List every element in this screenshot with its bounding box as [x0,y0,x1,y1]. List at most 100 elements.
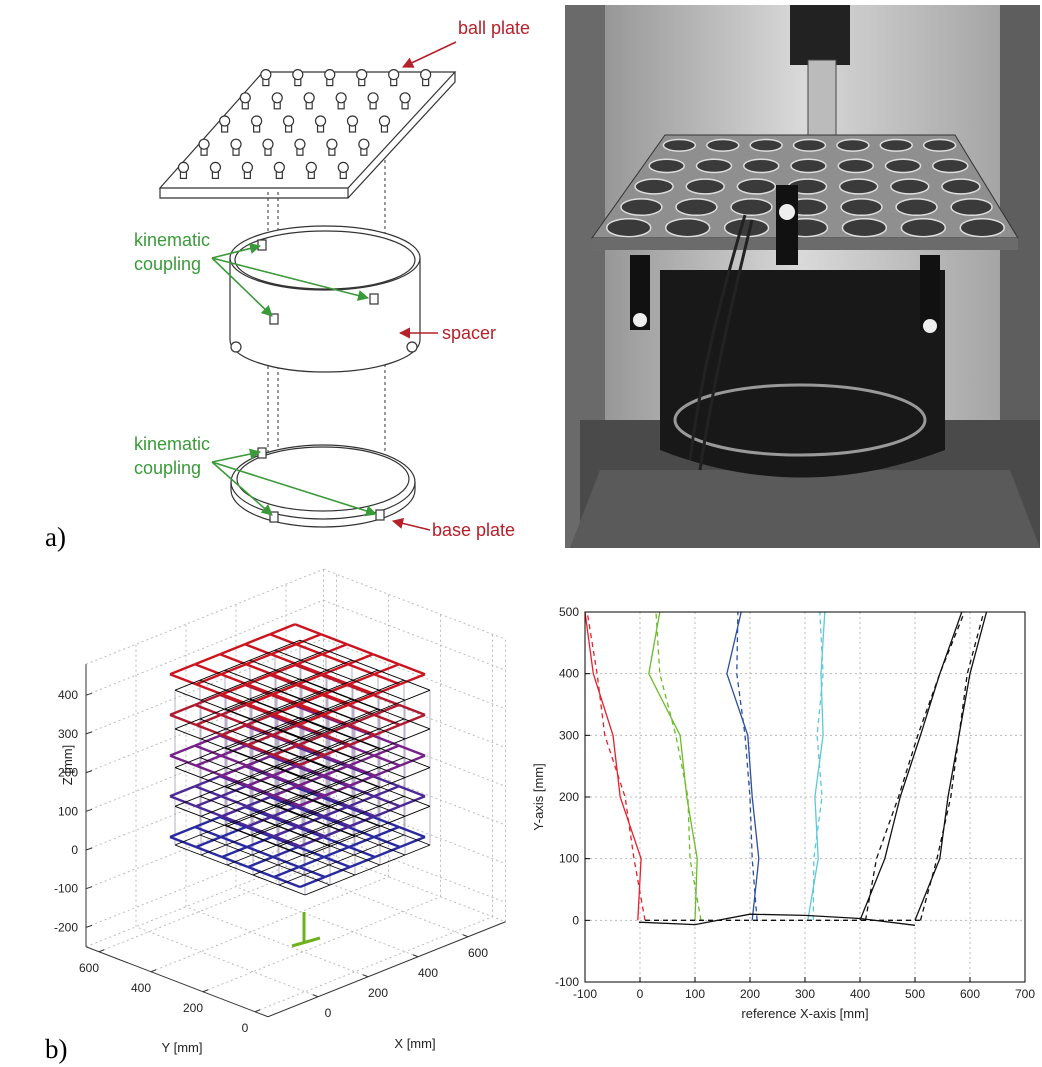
deformed-grid [245,663,273,676]
nominal-grid [278,768,306,780]
deformed-grid [273,703,300,716]
nominal-grid [276,718,303,730]
schematic [158,68,457,528]
nominal-grid [301,679,329,691]
tick-mark [85,847,93,851]
bracket [630,255,650,330]
deformed-grid [296,653,323,666]
ball [388,68,400,81]
arrow [211,461,273,516]
x-tick-label: -100 [573,987,597,1001]
nominal-grid [278,729,306,741]
deformed-grid [322,713,350,727]
deformed-grid [220,673,248,686]
nominal-grid [174,795,201,807]
deformed-grid [271,754,299,767]
deformed-grid [322,754,350,767]
deformed-grid [169,713,197,727]
nominal-grid [249,814,277,826]
deformed-grid [195,835,222,849]
nominal-grid [252,825,279,837]
annotation: coupling [134,254,201,274]
arrow [211,461,378,517]
cable [688,214,754,471]
z-tick-label: 100 [58,804,78,818]
deformed-grid [169,785,196,798]
hole [723,217,770,238]
nominal-grid [304,884,331,896]
nominal-grid [225,805,253,817]
arrow [401,41,457,68]
nominal-grid [302,815,330,827]
nominal-grid [252,874,280,886]
deformed-grid [219,734,247,747]
deformed-grid [347,653,374,666]
nominal-grid [252,835,280,847]
x-axis [267,921,506,1018]
nominal-grid [275,814,302,826]
nominal-grid [404,767,431,779]
z-tick-label: -100 [54,882,78,896]
nominal-grid [251,689,278,701]
nominal-grid [174,767,202,779]
nominal-grid [379,699,406,711]
arrow [211,257,273,317]
series-line [648,611,698,921]
deformed-grid [221,693,249,706]
y-tick-label: 200 [183,1001,203,1015]
deformed-grid [221,845,248,859]
nominal-grid [300,659,328,671]
nominal-grid [274,755,301,767]
nominal-grid [200,689,227,701]
nominal-grid [325,727,353,739]
nominal-grid [404,689,431,701]
z-axis-label: Z [mm] [60,745,75,785]
deformed-grid [273,743,300,757]
nominal-grid [378,679,405,691]
ball [198,138,210,150]
nominal-grid [303,709,330,721]
annotation: base plate [432,520,515,540]
nominal-grid [277,709,305,721]
nominal-grid [274,639,301,651]
hole [749,138,783,152]
deformed-grid [272,733,300,747]
deformed-grid [219,775,247,788]
y-axis-label: Y [mm] [162,1040,203,1055]
nominal-grid [378,844,406,856]
y-tick-label: 600 [79,961,99,975]
nominal-grid [300,804,327,816]
hole [620,198,663,217]
nominal-grid [301,795,329,807]
hole [706,138,740,152]
hole [837,158,875,174]
nominal-grid [251,854,279,866]
deformed-grid [373,825,400,839]
nominal-grid [225,795,252,807]
ball [271,92,283,104]
nominal-grid [277,738,304,750]
nominal-grid [249,737,277,749]
nominal-grid [199,785,226,797]
nominal-grid [352,708,379,720]
deformed-grid [373,785,400,798]
nominal-grid [325,765,353,777]
nominal-grid [275,659,302,671]
nominal-grid [352,669,379,681]
deformed-grid [220,825,247,839]
ball [358,138,370,150]
hole [662,138,697,152]
deformed-grid [221,774,249,787]
grid-line [202,896,441,993]
deformed-grid [373,673,401,686]
deformed-grid [269,673,297,687]
nominal-grid [225,679,252,691]
nominal-grid [299,639,327,651]
nominal-grid [251,728,278,740]
nominal-grid [327,805,355,817]
nominal-grid [199,757,227,769]
series-line [655,611,702,921]
panel-label: a) [45,522,66,552]
